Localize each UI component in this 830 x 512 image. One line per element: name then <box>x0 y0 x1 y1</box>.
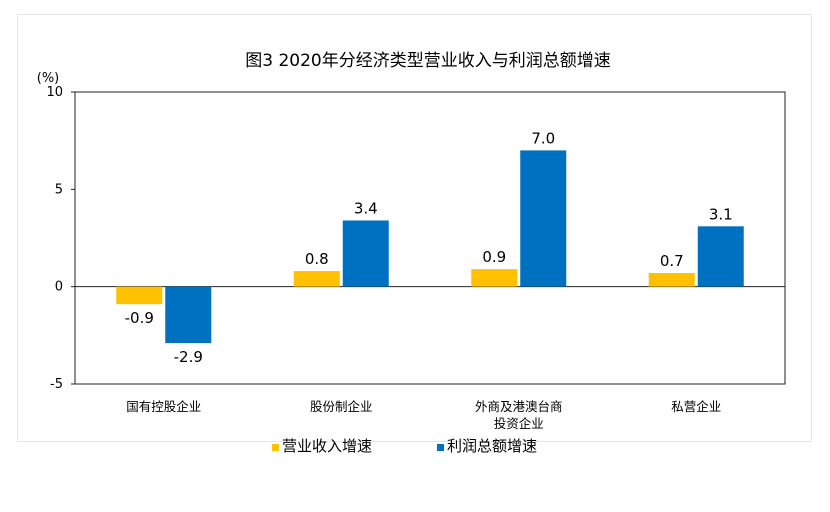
labels-group: -0.9 -2.9 国有控股企业 0.8 3.4 股份制企业 0.9 7.0 外商及港澳台商投资… <box>125 129 733 431</box>
data-label: 3.1 <box>709 205 733 223</box>
legend-swatch <box>272 444 279 451</box>
y-tick-label: -5 <box>50 377 63 392</box>
bar-revenue <box>116 286 163 305</box>
axes: 10 5 0 -5 <box>46 85 786 392</box>
bar-revenue <box>293 271 340 287</box>
bars-group <box>116 150 744 344</box>
data-label: -2.9 <box>174 348 203 366</box>
y-axis-unit: (%) <box>37 71 60 86</box>
chart-frame <box>17 14 812 442</box>
bar-profit <box>165 286 212 344</box>
category-label: 外商及港澳台商 <box>475 399 563 414</box>
category-label: 股份制企业 <box>310 399 373 414</box>
data-label: 0.9 <box>482 248 506 266</box>
legend-swatch <box>437 444 444 451</box>
data-label: 3.4 <box>354 199 378 217</box>
y-tick-label: 0 <box>55 280 63 295</box>
bar-profit <box>520 150 567 287</box>
data-label: 7.0 <box>531 129 555 147</box>
y-tick-label: 5 <box>55 182 63 197</box>
bar-revenue <box>648 273 695 287</box>
chart-title: 图3 2020年分经济类型营业收入与利润总额增速 <box>245 51 610 71</box>
data-label: -0.9 <box>125 309 154 327</box>
data-label: 0.7 <box>660 252 684 270</box>
data-label: 0.8 <box>305 250 329 268</box>
bar-profit <box>697 226 744 287</box>
category-label: 国有控股企业 <box>126 399 201 414</box>
legend-label: 利润总额增速 <box>447 437 537 455</box>
bar-profit <box>342 220 389 287</box>
category-label: 投资企业 <box>494 416 544 431</box>
bar-revenue <box>471 269 518 287</box>
y-tick-label: 10 <box>46 85 63 100</box>
legend: 营业收入增速 利润总额增速 <box>272 437 537 455</box>
plot-area <box>74 91 786 385</box>
category-label: 私营企业 <box>671 399 721 414</box>
legend-label: 营业收入增速 <box>282 437 372 455</box>
